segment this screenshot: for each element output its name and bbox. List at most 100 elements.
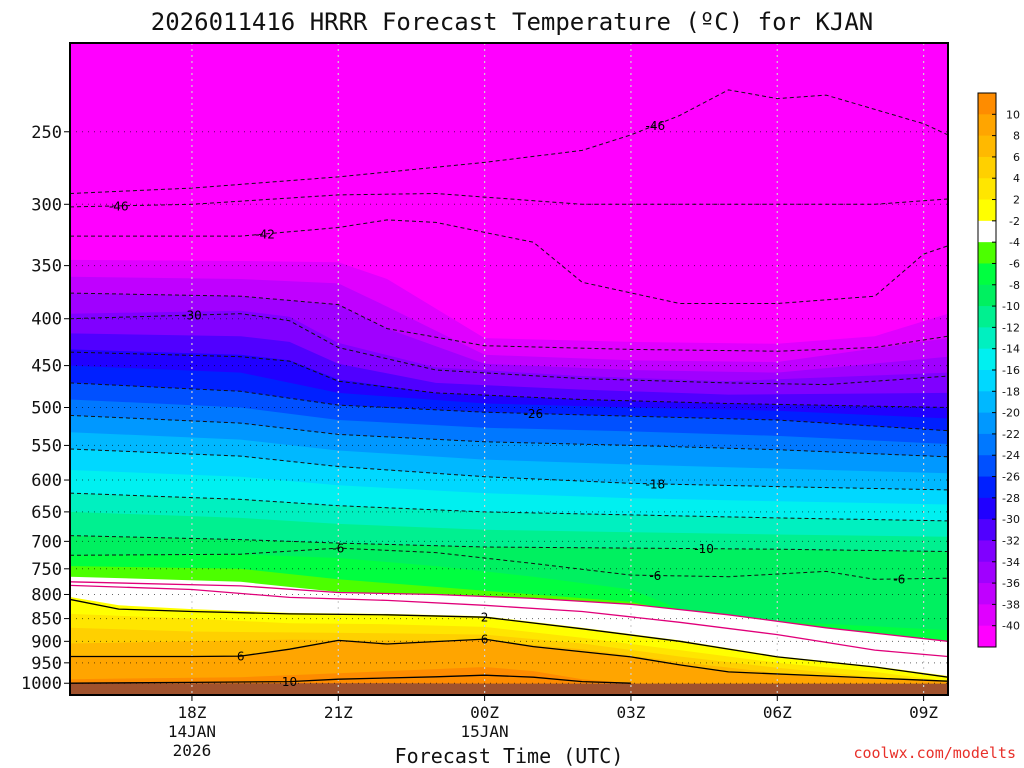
colorbar-swatch-22	[978, 561, 996, 584]
ytick-label-400: 400	[31, 310, 62, 330]
ytick-label-450: 450	[31, 357, 62, 377]
xtick-label-2-0: 00Z	[470, 703, 499, 722]
isotherm--30-5	[70, 351, 948, 408]
colorbar-label-24: -40	[1002, 620, 1020, 633]
ytick-label-850: 850	[31, 610, 62, 630]
colorbar-swatch-10	[978, 306, 996, 328]
colorbar-label-4: 2	[1013, 194, 1020, 207]
isotherm-label-11: -6	[332, 542, 344, 556]
isotherm--26-6	[70, 382, 948, 432]
colorbar-label-16: -24	[1002, 449, 1020, 462]
x-axis-label: Forecast Time (UTC)	[395, 744, 624, 768]
colorbar-swatch-20	[978, 519, 996, 541]
isotherm-label-18: 6	[237, 650, 245, 664]
colorbar-swatch-17	[978, 455, 996, 478]
colorbar-label-22: -36	[1002, 577, 1020, 590]
colorbar-swatch-4	[978, 178, 996, 201]
colorbar-swatch-19	[978, 497, 996, 520]
colorbar-swatch-2	[978, 135, 996, 158]
isotherm-6-17	[70, 638, 948, 682]
colorbar-label-20: -32	[1002, 534, 1020, 547]
ytick-label-500: 500	[31, 399, 62, 419]
colorbar-swatch-0	[978, 93, 996, 115]
xtick-label-4-0: 06Z	[763, 703, 792, 722]
xtick-label-3-0: 03Z	[616, 703, 645, 722]
colorbar-swatch-7	[978, 242, 996, 264]
colorbar-swatch-21	[978, 540, 996, 563]
ytick-label-700: 700	[31, 532, 62, 552]
isotherm--38-3	[70, 292, 948, 352]
ground-fill	[70, 683, 948, 695]
colorbar-swatch-6	[978, 220, 996, 243]
plot-area: -46 -46 -42 -30 -26 -18 -10 -6 -6 -6 2 6 6 10	[69, 42, 949, 696]
colorbar-swatch-13	[978, 370, 996, 392]
colorbar-swatch-24	[978, 604, 996, 627]
ytick-label-250: 250	[31, 123, 62, 143]
colorbar-swatch-12	[978, 348, 996, 371]
isotherm--10-10	[70, 535, 948, 552]
chart-title: 2026011416 HRRR Forecast Temperature (ºC…	[151, 8, 873, 36]
xtick-label-0-0: 18Z	[177, 703, 206, 722]
isotherm-10-19	[70, 674, 631, 684]
isotherm-label-8: -18	[646, 477, 666, 491]
isotherm--42-2	[70, 219, 948, 304]
xtick-label-1-0: 21Z	[324, 703, 353, 722]
isotherm--22-7	[70, 414, 948, 458]
isotherm--6-11	[70, 547, 948, 580]
colorbar-label-17: -26	[1002, 471, 1020, 484]
isotherm-label-4: -30	[182, 309, 202, 323]
isotherm-label-0: -46	[646, 119, 666, 133]
colorbar-label-18: -28	[1002, 492, 1020, 505]
plot-frame	[69, 42, 949, 696]
colorbar-label-19: -30	[1002, 513, 1020, 526]
ytick-label-550: 550	[31, 436, 62, 456]
ytick-label-800: 800	[31, 585, 62, 605]
isotherm-label-19: 10	[282, 675, 297, 689]
isotherm-label-10: -10	[694, 542, 714, 556]
isotherm--14-9	[70, 492, 948, 522]
xtick-label-2-1: 15JAN	[461, 722, 509, 741]
isotherm-label-6: -26	[524, 407, 544, 421]
colorbar-label-2: 6	[1013, 151, 1020, 164]
y-axis: 2503003504004505005506006507007508008509…	[21, 123, 70, 694]
colorbar-swatch-8	[978, 263, 996, 286]
colorbar-label-21: -34	[1002, 556, 1020, 569]
colorbar-label-9: -10	[1002, 300, 1020, 313]
xtick-label-0-1: 14JAN	[168, 722, 216, 741]
isotherm-0-14	[70, 584, 948, 658]
colorbar-swatch-3	[978, 156, 996, 179]
colorbar-label-14: -20	[1002, 407, 1020, 420]
colorbar-swatch-25	[978, 625, 996, 648]
isotherm-label-1: -46	[109, 199, 129, 213]
ytick-label-350: 350	[31, 257, 62, 277]
colorbar-swatch-5	[978, 199, 996, 222]
isotherm-0-15	[70, 581, 948, 642]
isotherm-label-12: -6	[649, 569, 661, 583]
colorbar-label-23: -38	[1002, 598, 1020, 611]
ytick-label-600: 600	[31, 471, 62, 491]
colorbar-swatch-18	[978, 476, 996, 499]
isotherm--18-8	[70, 448, 948, 491]
ytick-label-1000: 1000	[21, 674, 62, 694]
colorbar-swatch-11	[978, 327, 996, 350]
ytick-label-750: 750	[31, 560, 62, 580]
colorbar-label-15: -22	[1002, 428, 1020, 441]
colorbar-label-7: -6	[1009, 257, 1020, 270]
colorbar-label-8: -8	[1009, 279, 1020, 292]
colorbar-swatch-9	[978, 284, 996, 307]
colorbar-label-10: -12	[1002, 321, 1020, 334]
isotherm-label-17: 6	[481, 633, 489, 647]
colorbar-swatch-16	[978, 433, 996, 456]
colorbar-swatch-23	[978, 583, 996, 605]
ytick-label-900: 900	[31, 632, 62, 652]
isotherm-label-2: -42	[255, 227, 275, 241]
colorbar: 10 8 6 4 2 -2 -4 -6 -8 -10 -12 -14 -16 -18 -20 -22 -24 -2…	[977, 92, 1020, 648]
colorbar-swatch-1	[978, 114, 996, 137]
colorbar-label-6: -4	[1009, 236, 1020, 249]
xtick-label-0-2: 2026	[173, 741, 212, 760]
isotherm--46-0	[70, 89, 948, 194]
xtick-label-5-0: 09Z	[909, 703, 938, 722]
colorbar-label-1: 8	[1013, 130, 1020, 143]
